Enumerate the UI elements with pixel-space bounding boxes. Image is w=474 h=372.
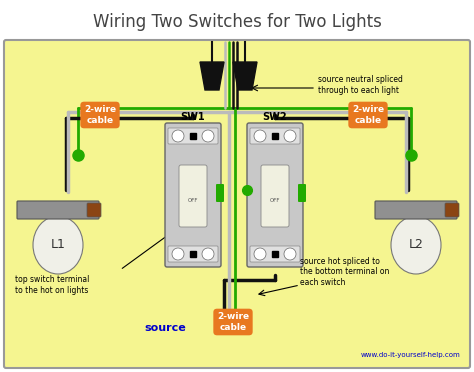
FancyBboxPatch shape bbox=[17, 201, 99, 219]
FancyBboxPatch shape bbox=[298, 184, 306, 202]
FancyBboxPatch shape bbox=[216, 184, 224, 202]
FancyBboxPatch shape bbox=[168, 246, 218, 262]
Text: source neutral spliced
through to each light: source neutral spliced through to each l… bbox=[318, 75, 403, 95]
Text: L1: L1 bbox=[51, 238, 65, 251]
FancyBboxPatch shape bbox=[4, 40, 470, 368]
Ellipse shape bbox=[33, 216, 83, 274]
Circle shape bbox=[254, 130, 266, 142]
Circle shape bbox=[202, 130, 214, 142]
Text: top switch terminal
to the hot on lights: top switch terminal to the hot on lights bbox=[15, 275, 90, 295]
Text: SW1: SW1 bbox=[181, 112, 205, 122]
Text: L2: L2 bbox=[409, 238, 423, 251]
Text: source: source bbox=[144, 323, 186, 333]
Text: OFF: OFF bbox=[188, 198, 198, 202]
Polygon shape bbox=[200, 62, 224, 90]
Text: source hot spliced to
the bottom terminal on
each switch: source hot spliced to the bottom termina… bbox=[300, 257, 389, 287]
Circle shape bbox=[254, 248, 266, 260]
FancyBboxPatch shape bbox=[87, 203, 101, 217]
Text: SW2: SW2 bbox=[263, 112, 287, 122]
Text: Wiring Two Switches for Two Lights: Wiring Two Switches for Two Lights bbox=[92, 13, 382, 31]
Circle shape bbox=[284, 130, 296, 142]
Polygon shape bbox=[233, 62, 257, 90]
FancyBboxPatch shape bbox=[165, 123, 221, 267]
Ellipse shape bbox=[391, 216, 441, 274]
Text: 2-wire
cable: 2-wire cable bbox=[217, 312, 249, 332]
Circle shape bbox=[202, 248, 214, 260]
FancyBboxPatch shape bbox=[261, 165, 289, 227]
Text: OFF: OFF bbox=[270, 198, 280, 202]
Text: www.do-it-yourself-help.com: www.do-it-yourself-help.com bbox=[360, 352, 460, 358]
FancyBboxPatch shape bbox=[247, 123, 303, 267]
FancyBboxPatch shape bbox=[445, 203, 459, 217]
Polygon shape bbox=[220, 310, 240, 330]
FancyBboxPatch shape bbox=[179, 165, 207, 227]
FancyBboxPatch shape bbox=[375, 201, 457, 219]
Circle shape bbox=[172, 130, 184, 142]
Circle shape bbox=[172, 248, 184, 260]
Circle shape bbox=[284, 248, 296, 260]
Text: 2-wire
cable: 2-wire cable bbox=[352, 105, 384, 125]
Text: 2-wire
cable: 2-wire cable bbox=[84, 105, 116, 125]
FancyBboxPatch shape bbox=[250, 128, 300, 144]
FancyBboxPatch shape bbox=[250, 246, 300, 262]
FancyBboxPatch shape bbox=[168, 128, 218, 144]
